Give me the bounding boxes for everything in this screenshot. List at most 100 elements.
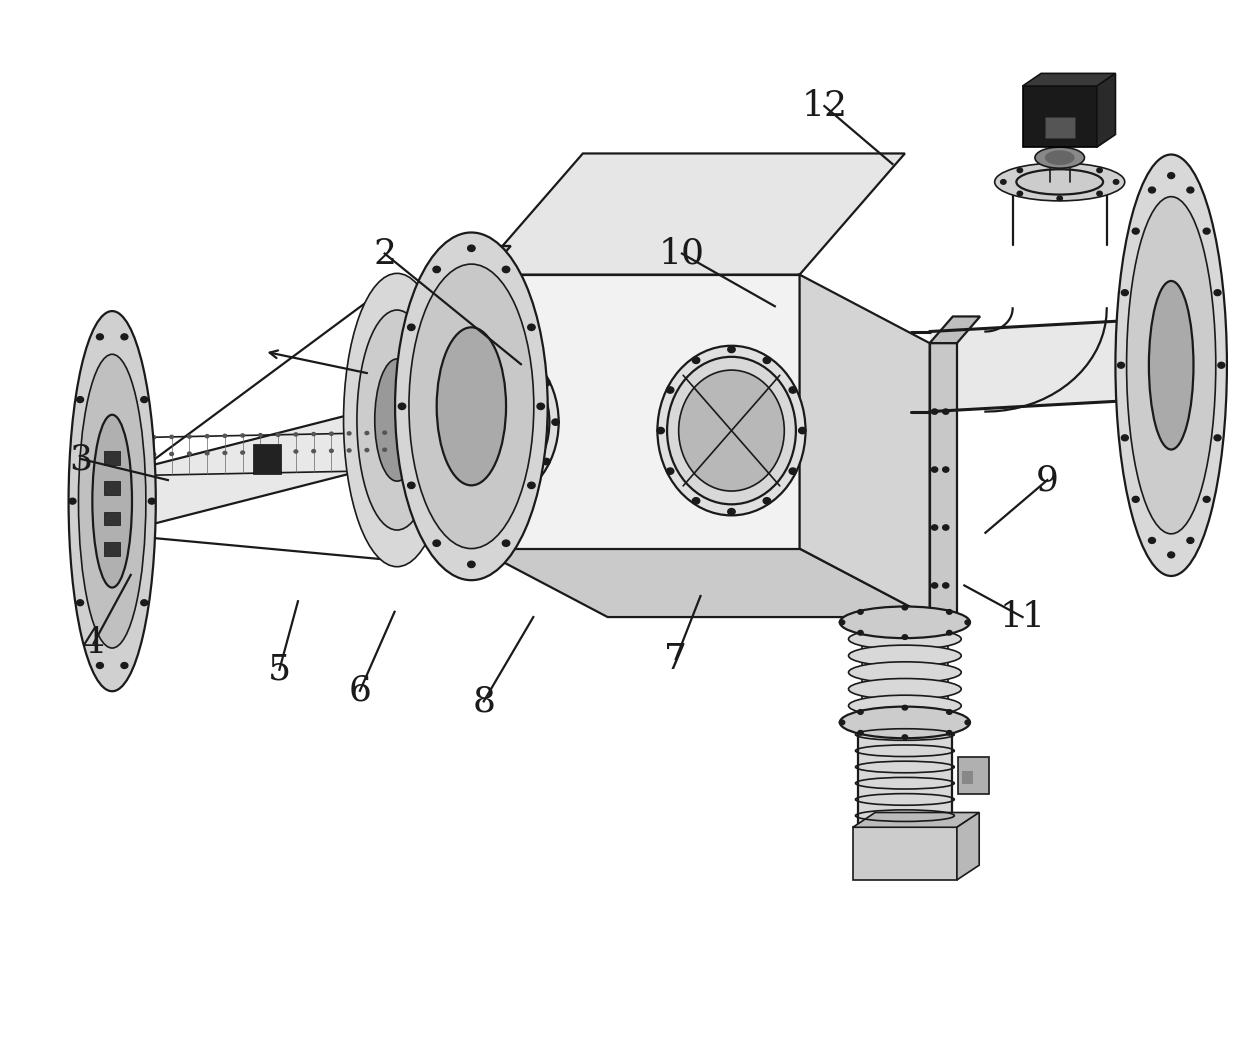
Circle shape [789, 468, 796, 475]
Ellipse shape [994, 162, 1125, 200]
Circle shape [450, 350, 458, 357]
Polygon shape [962, 771, 973, 784]
Circle shape [454, 509, 461, 515]
Ellipse shape [848, 661, 961, 683]
Circle shape [858, 710, 863, 714]
Circle shape [1097, 168, 1102, 173]
Circle shape [122, 333, 128, 340]
Circle shape [543, 458, 551, 464]
Circle shape [502, 266, 510, 272]
Polygon shape [104, 452, 120, 465]
Ellipse shape [1035, 147, 1085, 168]
Ellipse shape [396, 232, 548, 580]
Circle shape [241, 450, 244, 454]
Circle shape [77, 397, 83, 403]
Circle shape [467, 509, 475, 515]
Circle shape [903, 735, 908, 740]
Circle shape [942, 582, 949, 588]
Circle shape [763, 358, 770, 364]
Ellipse shape [848, 695, 961, 716]
Circle shape [433, 540, 440, 546]
Circle shape [433, 266, 440, 272]
Circle shape [467, 245, 475, 251]
Circle shape [141, 397, 148, 403]
Circle shape [258, 450, 262, 454]
Circle shape [799, 427, 806, 434]
Circle shape [502, 540, 510, 546]
Circle shape [1017, 168, 1023, 173]
Circle shape [122, 663, 128, 669]
Circle shape [153, 436, 156, 439]
Polygon shape [1023, 87, 1097, 147]
Circle shape [1218, 362, 1225, 368]
Text: 3: 3 [69, 442, 93, 476]
Circle shape [903, 635, 908, 639]
Circle shape [277, 450, 280, 454]
Ellipse shape [657, 346, 806, 516]
Circle shape [153, 453, 156, 456]
Ellipse shape [92, 415, 131, 588]
Polygon shape [477, 274, 800, 549]
Polygon shape [477, 549, 930, 617]
Circle shape [450, 487, 458, 494]
Text: 6: 6 [348, 674, 371, 708]
Circle shape [942, 467, 949, 473]
Circle shape [277, 434, 280, 437]
Circle shape [149, 498, 155, 504]
Text: 12: 12 [801, 89, 847, 123]
Circle shape [141, 600, 148, 606]
Polygon shape [930, 316, 980, 343]
Polygon shape [104, 542, 120, 556]
Ellipse shape [853, 709, 956, 726]
Polygon shape [450, 280, 481, 543]
Polygon shape [104, 512, 120, 525]
Circle shape [839, 721, 844, 725]
Circle shape [311, 449, 315, 453]
Circle shape [206, 435, 210, 438]
Circle shape [467, 334, 475, 341]
Ellipse shape [678, 370, 784, 491]
Circle shape [528, 324, 536, 330]
Circle shape [1214, 435, 1221, 441]
Ellipse shape [848, 712, 961, 733]
Circle shape [294, 449, 298, 453]
Circle shape [657, 427, 665, 434]
Circle shape [69, 498, 76, 504]
Circle shape [347, 448, 351, 452]
Polygon shape [450, 246, 511, 280]
Circle shape [1121, 290, 1128, 295]
Text: 11: 11 [999, 600, 1045, 634]
Circle shape [552, 419, 559, 425]
Circle shape [454, 392, 461, 399]
Circle shape [408, 324, 415, 330]
Circle shape [484, 498, 491, 504]
Circle shape [294, 433, 298, 436]
Circle shape [666, 387, 673, 394]
Circle shape [117, 454, 120, 457]
Circle shape [415, 419, 423, 425]
Circle shape [170, 453, 174, 456]
Circle shape [1148, 537, 1156, 543]
Polygon shape [800, 274, 930, 617]
Ellipse shape [856, 821, 955, 835]
Circle shape [839, 620, 844, 625]
Ellipse shape [425, 350, 549, 494]
Circle shape [187, 435, 191, 438]
Circle shape [1056, 164, 1063, 168]
Circle shape [1187, 187, 1194, 193]
Text: 10: 10 [658, 236, 704, 270]
Circle shape [1017, 191, 1023, 196]
Ellipse shape [436, 327, 506, 485]
Polygon shape [930, 319, 1159, 411]
Circle shape [946, 710, 952, 714]
Polygon shape [957, 812, 980, 880]
Text: 5: 5 [268, 653, 291, 687]
Circle shape [763, 498, 770, 504]
Ellipse shape [436, 363, 538, 481]
Circle shape [97, 663, 103, 669]
Ellipse shape [848, 612, 961, 633]
Circle shape [518, 487, 526, 494]
Circle shape [223, 435, 227, 438]
Circle shape [398, 403, 405, 409]
Circle shape [347, 431, 351, 435]
